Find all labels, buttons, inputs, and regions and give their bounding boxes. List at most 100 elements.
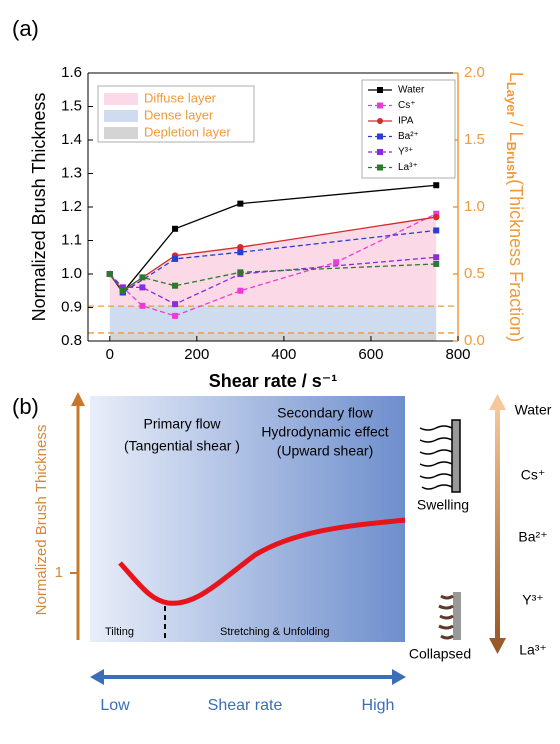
y-axis-label: Normalized Brush Thickness xyxy=(29,93,49,322)
x-tick-label: 800 xyxy=(445,346,470,363)
marker xyxy=(139,274,146,281)
legend-marker xyxy=(377,87,383,93)
marker xyxy=(139,302,146,309)
ion-arrow xyxy=(495,408,500,640)
marker xyxy=(237,200,244,207)
legend-label: Y³⁺ xyxy=(398,147,413,158)
marker xyxy=(433,260,440,267)
swelling-icon xyxy=(419,419,461,493)
y-tick-label: 1.3 xyxy=(61,164,82,181)
marker xyxy=(237,287,244,294)
legend-marker xyxy=(377,118,383,124)
marker xyxy=(119,284,126,291)
y-tick-label: 1.0 xyxy=(61,265,82,282)
legend-marker xyxy=(377,164,383,171)
y2-axis-label: LLayer / LBrush(Thickness Fraction) xyxy=(504,72,527,342)
y-tick-label: 1.4 xyxy=(61,131,82,148)
marker xyxy=(433,227,440,234)
y-tick-label: 1 xyxy=(55,564,63,581)
area xyxy=(109,216,437,307)
marker xyxy=(433,210,440,217)
region-label: Stretching & Unfolding xyxy=(220,626,329,638)
y-axis-label: Normalized Brush Thickness xyxy=(33,425,50,616)
y2-tick-label: 2.0 xyxy=(464,64,485,81)
arrow-head xyxy=(392,669,406,685)
ion-label: Y³⁺ xyxy=(522,592,543,608)
y2-tick-label: 0.5 xyxy=(464,265,485,282)
flow-label: Hydrodynamic effect xyxy=(261,424,388,440)
region-label: Tilting xyxy=(105,626,134,638)
panel-label: (a) xyxy=(12,16,39,41)
marker xyxy=(433,254,440,261)
background xyxy=(90,396,405,642)
label-part: L xyxy=(506,72,526,82)
label-part: Brush xyxy=(504,142,519,180)
legend-label: IPA xyxy=(398,116,414,127)
legend-marker xyxy=(377,133,383,140)
area xyxy=(109,332,437,341)
flow-label: (Tangential shear ) xyxy=(124,438,240,454)
marker xyxy=(333,259,340,266)
legend-marker xyxy=(377,102,383,109)
legend-label: Diffuse layer xyxy=(144,90,217,105)
x-axis-label: High xyxy=(362,697,395,714)
x-axis-label: Shear rate / s⁻¹ xyxy=(209,371,338,391)
x-tick-label: 600 xyxy=(358,346,383,363)
ion-label: Cs⁺ xyxy=(521,467,546,483)
legend-box xyxy=(361,79,456,179)
arrow-head xyxy=(489,638,506,654)
ion-label: Water xyxy=(515,402,552,418)
y-tick-label: 0.9 xyxy=(61,298,82,315)
legend-swatch xyxy=(104,110,138,122)
legend-label: Dense layer xyxy=(144,107,214,122)
panel-a: (a) Normalized Brush Thickness Shear rat… xyxy=(12,16,526,391)
marker xyxy=(172,282,179,289)
marker xyxy=(433,182,440,189)
arrow-head xyxy=(71,392,85,406)
y-tick-label: 1.2 xyxy=(61,198,82,215)
collapsed-icon xyxy=(438,592,461,640)
x-tick-label: 0 xyxy=(106,346,114,363)
ion-label: Ba²⁺ xyxy=(518,529,547,545)
state-label: Collapsed xyxy=(409,646,471,662)
state-label: Swelling xyxy=(417,497,469,513)
legend-label: Cs⁺ xyxy=(398,100,416,111)
panel-b: (b) Normalized Brush Thickness 1 Tilting… xyxy=(12,392,552,714)
marker xyxy=(237,249,244,256)
y2-tick-label: 0.0 xyxy=(464,332,485,349)
arrow-head xyxy=(489,394,506,410)
legend-swatch xyxy=(104,127,138,139)
flow-label: (Upward shear) xyxy=(277,443,373,459)
label-part: / L xyxy=(506,117,526,142)
label-part: (Thickness Fraction) xyxy=(506,179,526,342)
marker xyxy=(119,287,126,294)
x-axis-label: Shear rate xyxy=(208,697,283,714)
legend-label: Water xyxy=(398,85,425,96)
marker xyxy=(172,301,179,308)
marker xyxy=(172,255,179,262)
y-tick-label: 1.1 xyxy=(61,231,82,248)
legend-label: Ba²⁺ xyxy=(398,131,419,142)
label-part: Layer xyxy=(504,82,519,117)
arrow-head xyxy=(90,669,104,685)
marker xyxy=(237,244,244,251)
marker xyxy=(106,271,113,277)
marker xyxy=(237,269,244,276)
x-axis-label: Low xyxy=(100,697,130,714)
flow-label: Primary flow xyxy=(143,416,221,432)
legend-swatch xyxy=(104,93,138,105)
ion-label: La³⁺ xyxy=(519,642,547,658)
marker xyxy=(433,213,440,221)
panel-label: (b) xyxy=(12,394,39,419)
marker xyxy=(139,284,146,291)
legend-label: Depletion layer xyxy=(144,124,231,139)
area xyxy=(109,306,437,333)
marker xyxy=(172,225,179,232)
y-tick-label: 1.6 xyxy=(61,64,82,81)
y2-tick-label: 1.5 xyxy=(464,131,485,148)
x-tick-label: 200 xyxy=(184,346,209,363)
y-tick-label: 0.8 xyxy=(61,332,82,349)
marker xyxy=(172,312,179,319)
legend-marker xyxy=(377,149,383,155)
